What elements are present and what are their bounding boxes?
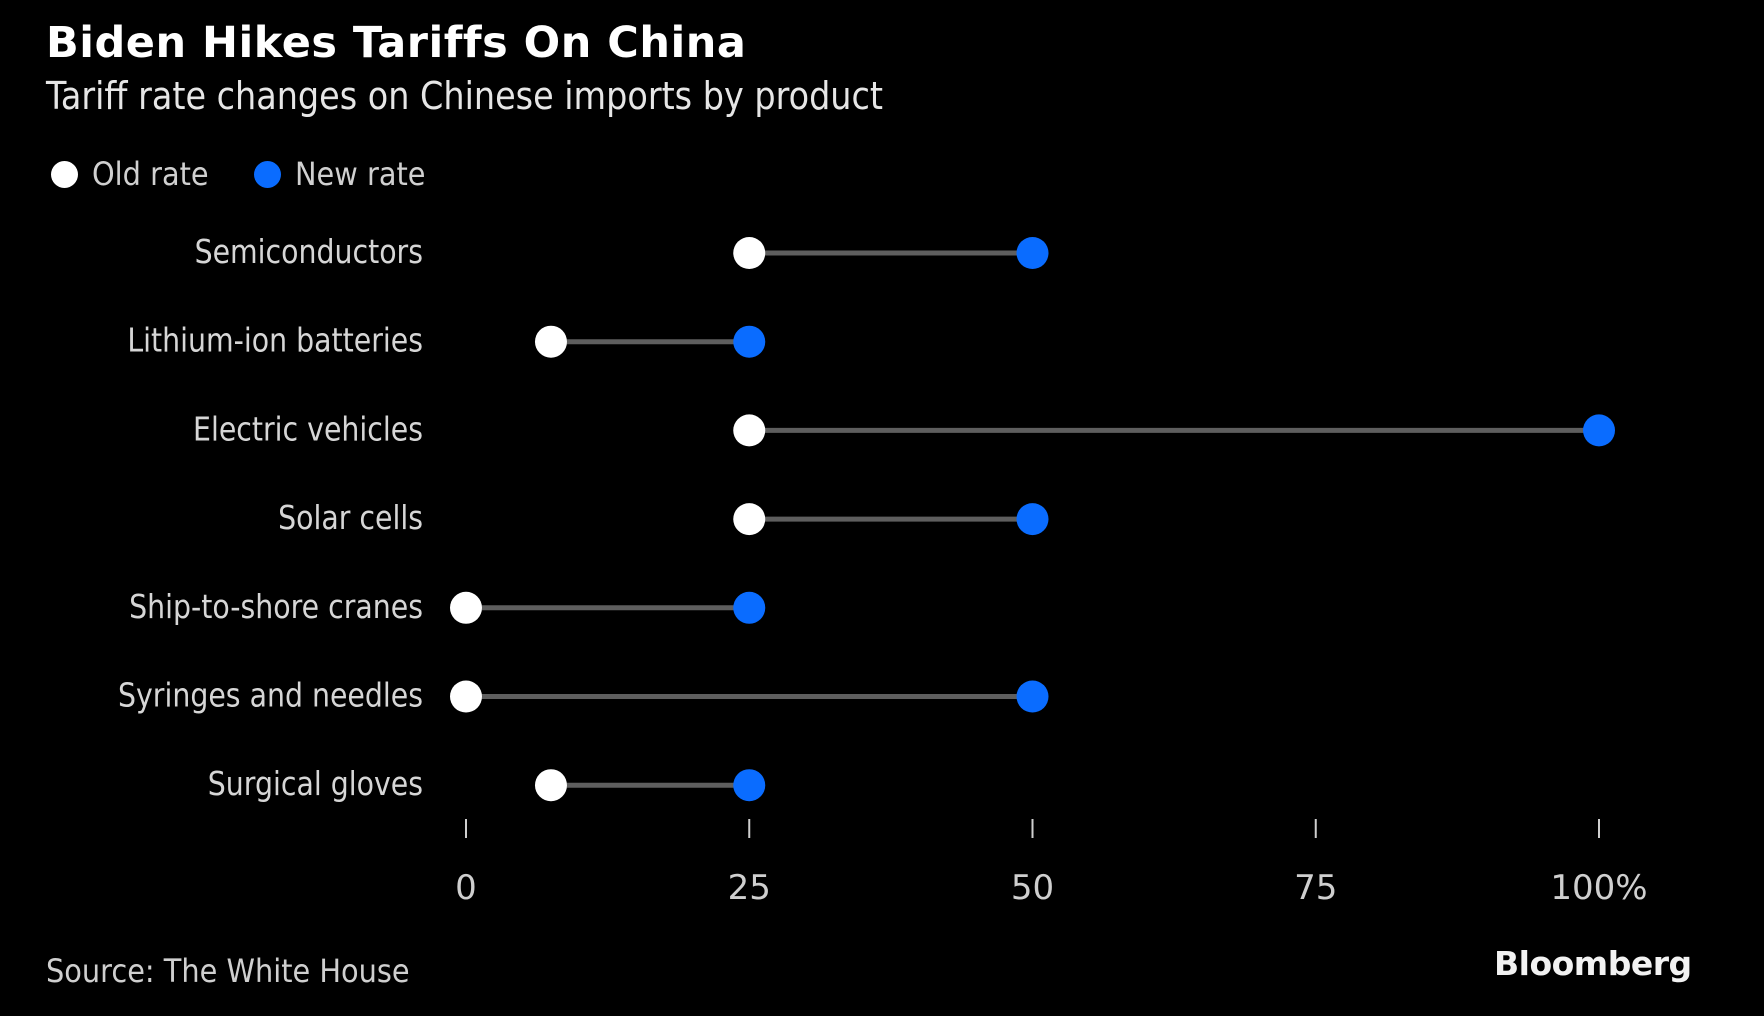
- x-tick-label: 0: [455, 868, 477, 908]
- x-axis: 0 25 50 75 100%: [455, 819, 1648, 908]
- old-rate-point: [733, 503, 766, 536]
- old-rate-point: [534, 769, 567, 802]
- new-rate-dot-icon: [253, 160, 281, 188]
- legend: Old rate New rate: [51, 154, 472, 194]
- new-rate-point: [1583, 414, 1615, 447]
- category-label: Electric vehicles: [193, 410, 423, 449]
- chart-row: Semiconductors: [195, 233, 1049, 272]
- new-rate-point: [733, 591, 766, 624]
- x-tick-label: 75: [1294, 868, 1337, 908]
- old-rate-point: [733, 414, 766, 447]
- x-tick-label: 50: [1011, 868, 1054, 908]
- bloomberg-logo: Bloomberg: [1494, 944, 1692, 983]
- legend-label-new-rate: New rate: [294, 155, 426, 193]
- old-rate-point: [733, 237, 766, 269]
- chart-row: Solar cells: [278, 499, 1049, 538]
- category-label: Ship-to-shore cranes: [129, 588, 423, 627]
- chart-row: Syringes and needles: [118, 676, 1049, 715]
- new-rate-point: [1016, 503, 1049, 536]
- old-rate-point: [450, 591, 482, 624]
- x-tick-label: 100%: [1550, 868, 1647, 908]
- chart-row: Ship-to-shore cranes: [129, 588, 766, 627]
- category-label: Lithium-ion batteries: [127, 322, 423, 361]
- category-label: Surgical gloves: [208, 765, 423, 804]
- chart-row: Electric vehicles: [193, 410, 1615, 449]
- chart-rows: Semiconductors Lithium-ion batteries Elect…: [118, 233, 1615, 804]
- category-label: Syringes and needles: [118, 676, 423, 715]
- legend-item-new-rate: New rate: [253, 155, 440, 193]
- old-rate-dot-icon: [51, 160, 78, 188]
- new-rate-point: [1016, 680, 1049, 713]
- chart-row: Surgical gloves: [208, 765, 766, 804]
- new-rate-point: [733, 769, 766, 802]
- chart-row: Lithium-ion batteries: [127, 322, 766, 361]
- category-label: Solar cells: [278, 499, 423, 538]
- category-label: Semiconductors: [195, 233, 423, 272]
- chart-subtitle: Tariff rate changes on Chinese imports b…: [46, 74, 884, 118]
- x-tick-label: 25: [728, 868, 771, 908]
- source-note: Source: The White House: [46, 952, 410, 990]
- legend-item-old-rate: Old rate: [51, 155, 222, 193]
- old-rate-point: [450, 680, 482, 713]
- new-rate-point: [733, 325, 766, 358]
- legend-label-old-rate: Old rate: [92, 155, 209, 193]
- chart-title: Biden Hikes Tariffs On China: [46, 18, 747, 68]
- old-rate-point: [534, 325, 567, 358]
- new-rate-point: [1016, 237, 1049, 269]
